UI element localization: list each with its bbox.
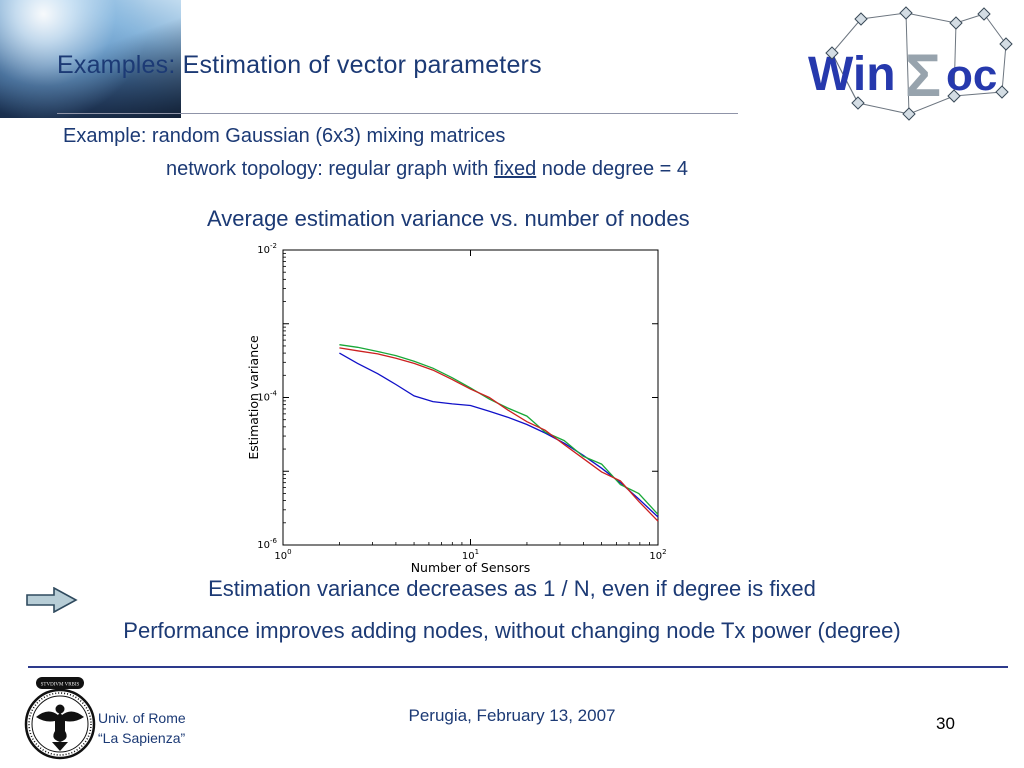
logo-text-sigma: Σ [905,42,941,109]
affiliation-line1: Univ. of Rome [98,710,186,726]
decorative-corner-photo [0,0,181,118]
svg-text:10-4: 10-4 [257,390,277,404]
estimation-variance-plot: 100 101 102 10-2 10-4 10-6 Number of Sensors Es… [246,242,667,575]
body-line2-underlined-word: fixed [493,158,537,180]
slide-title: Examples: Estimation of vector parameter… [57,51,542,79]
body-text-line1: Example: random Gaussian (6x3) mixing ma… [63,125,506,147]
variance-chart: 100 101 102 10-2 10-4 10-6 Number of Sensors Es… [228,240,698,580]
page-number: 30 [936,714,955,733]
svg-text:101: 101 [462,548,479,562]
winsoc-logo: Win Σ oc [806,6,1020,124]
chart-title: Average estimation variance vs. number o… [207,206,690,231]
venue-date: Perugia, February 13, 2007 [408,706,616,725]
svg-text:Estimation variance: Estimation variance [246,335,261,460]
svg-text:10-6: 10-6 [257,537,277,551]
svg-text:Number of Sensors: Number of Sensors [411,560,531,575]
winsoc-network-icon: Win Σ oc [808,6,1013,121]
university-crest-icon: STVDIVM VRBIS [22,676,98,762]
conclusion-line1: Estimation variance decreases as 1 / N, … [208,576,816,601]
title-divider [57,113,738,114]
pointer-arrow-icon [26,586,78,614]
network-node-icons [825,6,1013,121]
svg-text:10-2: 10-2 [257,242,277,256]
svg-text:STVDIVM VRBIS: STVDIVM VRBIS [41,683,80,688]
body-line2-post: node degree = 4 [536,158,689,180]
svg-text:102: 102 [649,548,666,562]
footer-divider [28,666,1008,668]
affiliation-line2: “La Sapienza” [98,730,186,747]
logo-text-win: Win [808,48,896,101]
svg-text:100: 100 [274,548,291,562]
body-text-line2: network topology: regular graph with fix… [166,158,688,181]
affiliation: Univ. of Rome “La Sapienza” [98,708,186,749]
body-line2-pre: network topology: regular graph with [166,158,494,180]
conclusion-line2: Performance improves adding nodes, witho… [123,618,901,643]
